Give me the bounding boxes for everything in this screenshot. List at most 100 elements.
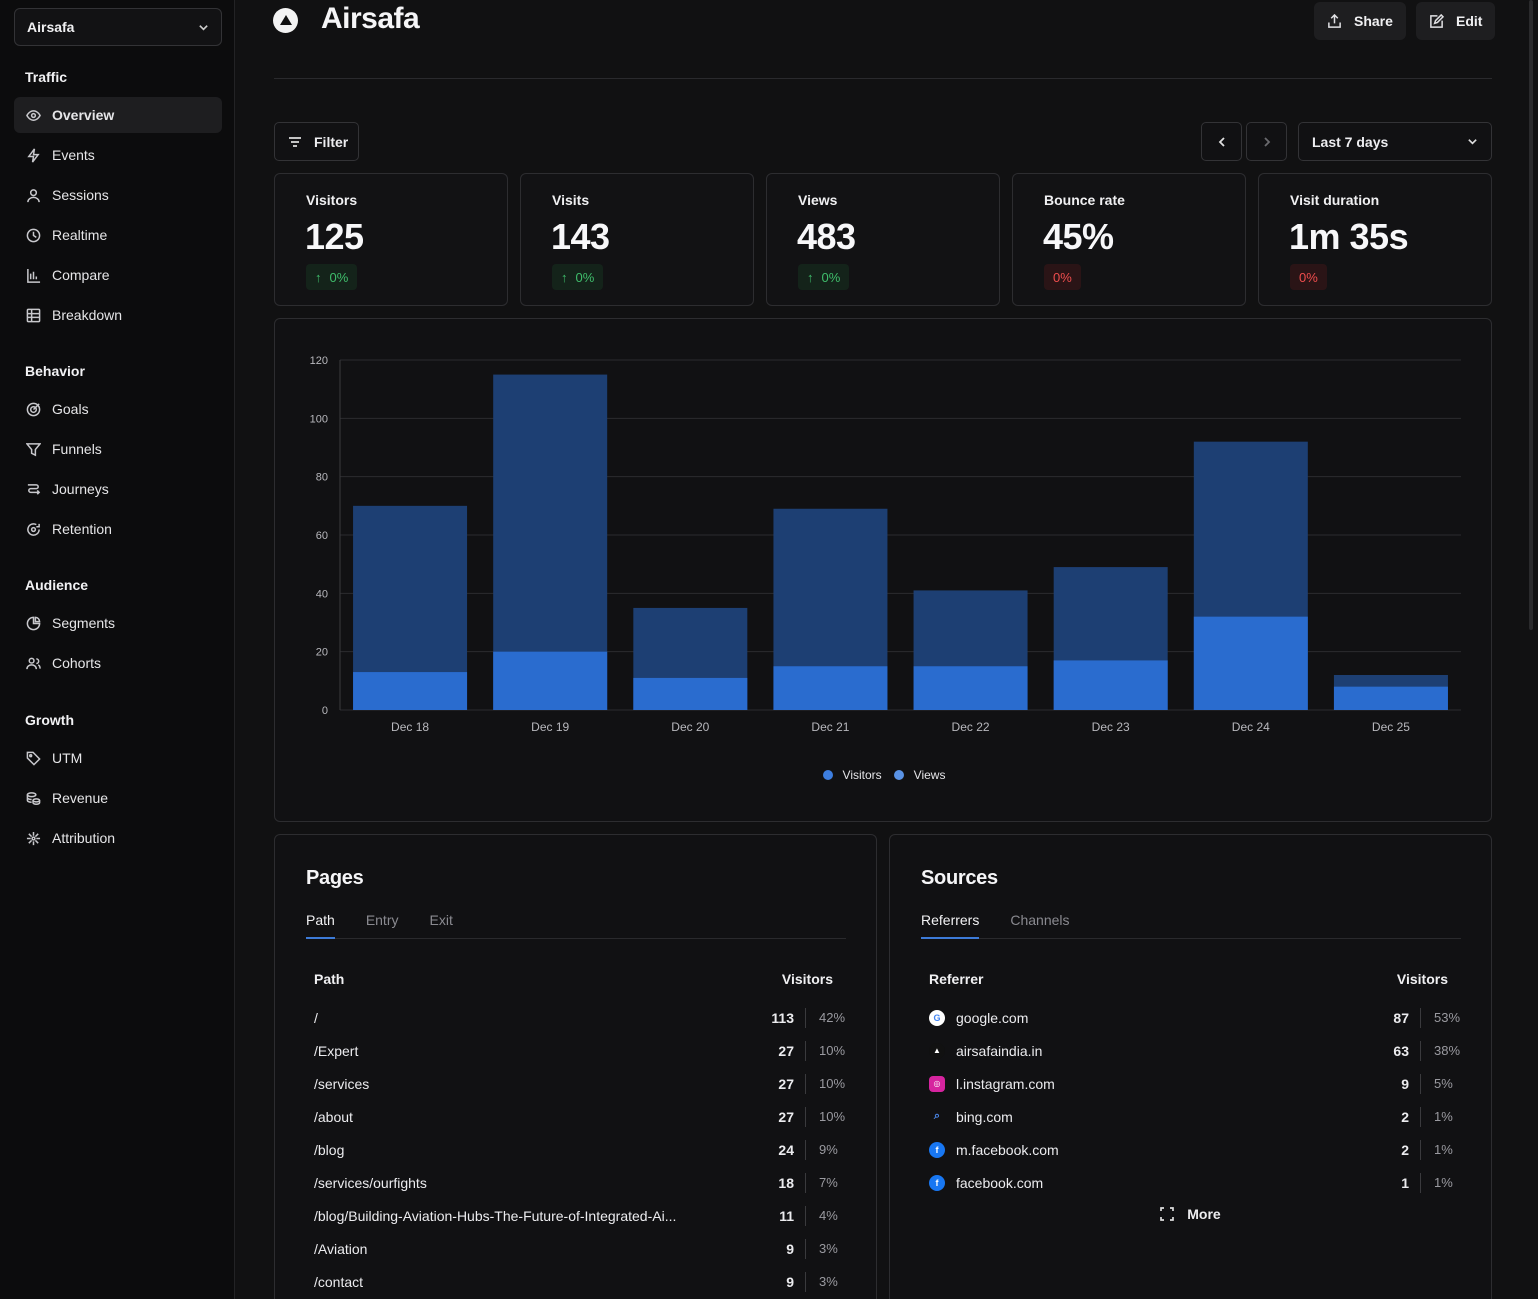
nav-heading: Growth bbox=[25, 712, 74, 728]
legend-item-visitors[interactable]: Visitors bbox=[822, 768, 882, 782]
row-percent: 10% bbox=[819, 1043, 846, 1058]
next-range-button[interactable] bbox=[1246, 122, 1287, 161]
bar-visitors[interactable] bbox=[1193, 616, 1308, 710]
row-label: /about bbox=[314, 1108, 353, 1125]
site-selector[interactable]: Airsafa bbox=[14, 8, 222, 46]
y-tick-label: 20 bbox=[316, 647, 328, 659]
share-button[interactable]: Share bbox=[1314, 2, 1406, 40]
sidebar-item-cohorts[interactable]: Cohorts bbox=[14, 645, 222, 681]
edit-button[interactable]: Edit bbox=[1416, 2, 1496, 40]
chevron-down-icon bbox=[1468, 139, 1477, 145]
column-header-visitors: Visitors bbox=[1396, 971, 1448, 987]
row-label-cell: /contact bbox=[314, 1274, 745, 1290]
row-label-cell: /blog/Building-Aviation-Hubs-The-Future-… bbox=[314, 1208, 745, 1224]
filter-button-label: Filter bbox=[314, 133, 349, 150]
table-row[interactable]: ◎ l.instagram.com 9 5% bbox=[929, 1067, 1464, 1100]
sidebar-item-realtime[interactable]: Realtime bbox=[14, 217, 222, 253]
metric-card-views[interactable]: Views 483 ↑ 0% bbox=[766, 173, 1000, 306]
row-count: 63 bbox=[1393, 1042, 1409, 1059]
search-icon: ⌕ bbox=[933, 1110, 941, 1122]
sidebar-item-utm[interactable]: UTM bbox=[14, 740, 222, 776]
sidebar-item-compare[interactable]: Compare bbox=[14, 257, 222, 293]
row-label-cell: f m.facebook.com bbox=[929, 1141, 1360, 1158]
bar-visitors[interactable] bbox=[493, 651, 608, 710]
funnel-icon bbox=[25, 441, 41, 457]
chevron-down-icon bbox=[199, 24, 208, 31]
y-tick-label: 0 bbox=[322, 705, 328, 717]
table-row[interactable]: /Expert 27 10% bbox=[314, 1034, 849, 1067]
sidebar-item-goals[interactable]: Goals bbox=[14, 391, 222, 427]
sidebar-item-events[interactable]: Events bbox=[14, 137, 222, 173]
metric-card-visits[interactable]: Visits 143 ↑ 0% bbox=[520, 173, 754, 306]
sidebar-item-revenue[interactable]: Revenue bbox=[14, 780, 222, 816]
metric-card-bounce-rate[interactable]: Bounce rate 45% 0% bbox=[1012, 173, 1246, 306]
table-row[interactable]: /contact 9 3% bbox=[314, 1265, 849, 1298]
nav-heading: Behavior bbox=[25, 363, 85, 379]
tab-channels[interactable]: Channels bbox=[1010, 912, 1070, 928]
page-title: Airsafa bbox=[321, 2, 420, 35]
sources-title: Sources bbox=[921, 867, 998, 889]
route-icon bbox=[25, 481, 41, 497]
users-icon bbox=[25, 655, 41, 671]
row-label: google.com bbox=[956, 1009, 1029, 1026]
row-label: airsafaindia.in bbox=[956, 1042, 1043, 1059]
row-count: 27 bbox=[778, 1075, 794, 1092]
table-row[interactable]: /services 27 10% bbox=[314, 1067, 849, 1100]
sidebar-item-retention[interactable]: Retention bbox=[14, 511, 222, 547]
nav-group-behavior: Behavior Goals Funnels Journeys Retention bbox=[14, 351, 222, 551]
table-row[interactable]: /services/ourfights 18 7% bbox=[314, 1166, 849, 1199]
date-range-label: Last 7 days bbox=[1312, 133, 1389, 150]
metric-value: 45% bbox=[1043, 216, 1114, 257]
table-row[interactable]: ⌕ bing.com 2 1% bbox=[929, 1100, 1464, 1133]
sidebar-item-label: Funnels bbox=[52, 441, 102, 457]
sidebar-item-funnels[interactable]: Funnels bbox=[14, 431, 222, 467]
sidebar-item-sessions[interactable]: Sessions bbox=[14, 177, 222, 213]
table-row[interactable]: /blog/Building-Aviation-Hubs-The-Future-… bbox=[314, 1199, 849, 1232]
bar-visitors[interactable] bbox=[353, 672, 468, 710]
page-scrollbar[interactable] bbox=[1529, 0, 1533, 630]
sidebar-item-attribution[interactable]: Attribution bbox=[14, 820, 222, 856]
table-row[interactable]: / 113 42% bbox=[314, 1001, 849, 1034]
instagram-icon: ◎ bbox=[929, 1075, 945, 1092]
metric-card-visit-duration[interactable]: Visit duration 1m 35s 0% bbox=[1258, 173, 1492, 306]
arrow-up-icon: ↑ bbox=[561, 269, 568, 285]
sidebar-item-breakdown[interactable]: Breakdown bbox=[14, 297, 222, 333]
sidebar-item-overview[interactable]: Overview bbox=[14, 97, 222, 133]
more-sources-button[interactable]: More bbox=[890, 1206, 1491, 1222]
row-label: /blog bbox=[314, 1141, 345, 1158]
x-tick-label: Dec 21 bbox=[811, 720, 849, 734]
tab-referrers[interactable]: Referrers bbox=[921, 907, 980, 939]
table-row[interactable]: f facebook.com 1 1% bbox=[929, 1166, 1464, 1199]
previous-range-button[interactable] bbox=[1201, 122, 1242, 161]
date-range-select[interactable]: Last 7 days bbox=[1298, 122, 1492, 161]
sidebar-item-segments[interactable]: Segments bbox=[14, 605, 222, 641]
row-label-cell: ◎ l.instagram.com bbox=[929, 1075, 1360, 1092]
tag-icon bbox=[25, 750, 41, 766]
row-divider bbox=[805, 1007, 806, 1028]
table-row[interactable]: /Aviation 9 3% bbox=[314, 1232, 849, 1265]
table-row[interactable]: /blog 24 9% bbox=[314, 1133, 849, 1166]
bar-visitors[interactable] bbox=[913, 666, 1028, 710]
metric-card-visitors[interactable]: Visitors 125 ↑ 0% bbox=[274, 173, 508, 306]
legend-item-views[interactable]: Views bbox=[893, 768, 945, 782]
table-row[interactable]: f m.facebook.com 2 1% bbox=[929, 1133, 1464, 1166]
bar-visitors[interactable] bbox=[1333, 686, 1448, 710]
airsafa-icon: ▲ bbox=[929, 1042, 945, 1059]
row-label: /Expert bbox=[314, 1042, 359, 1059]
row-percent: 10% bbox=[819, 1109, 846, 1124]
tab-exit[interactable]: Exit bbox=[429, 912, 453, 928]
tab-path[interactable]: Path bbox=[306, 907, 335, 939]
tab-entry[interactable]: Entry bbox=[365, 912, 399, 928]
y-tick-label: 60 bbox=[316, 530, 328, 542]
table-row[interactable]: ▲ airsafaindia.in 63 38% bbox=[929, 1034, 1464, 1067]
sidebar-item-journeys[interactable]: Journeys bbox=[14, 471, 222, 507]
row-label: /blog/Building-Aviation-Hubs-The-Future-… bbox=[314, 1207, 677, 1224]
bar-visitors[interactable] bbox=[1053, 660, 1168, 710]
bar-visitors[interactable] bbox=[633, 677, 748, 710]
filter-button[interactable]: Filter bbox=[274, 122, 359, 161]
bar-visitors[interactable] bbox=[773, 666, 888, 710]
clock-icon bbox=[25, 227, 41, 243]
y-tick-label: 80 bbox=[316, 472, 328, 484]
table-row[interactable]: /about 27 10% bbox=[314, 1100, 849, 1133]
